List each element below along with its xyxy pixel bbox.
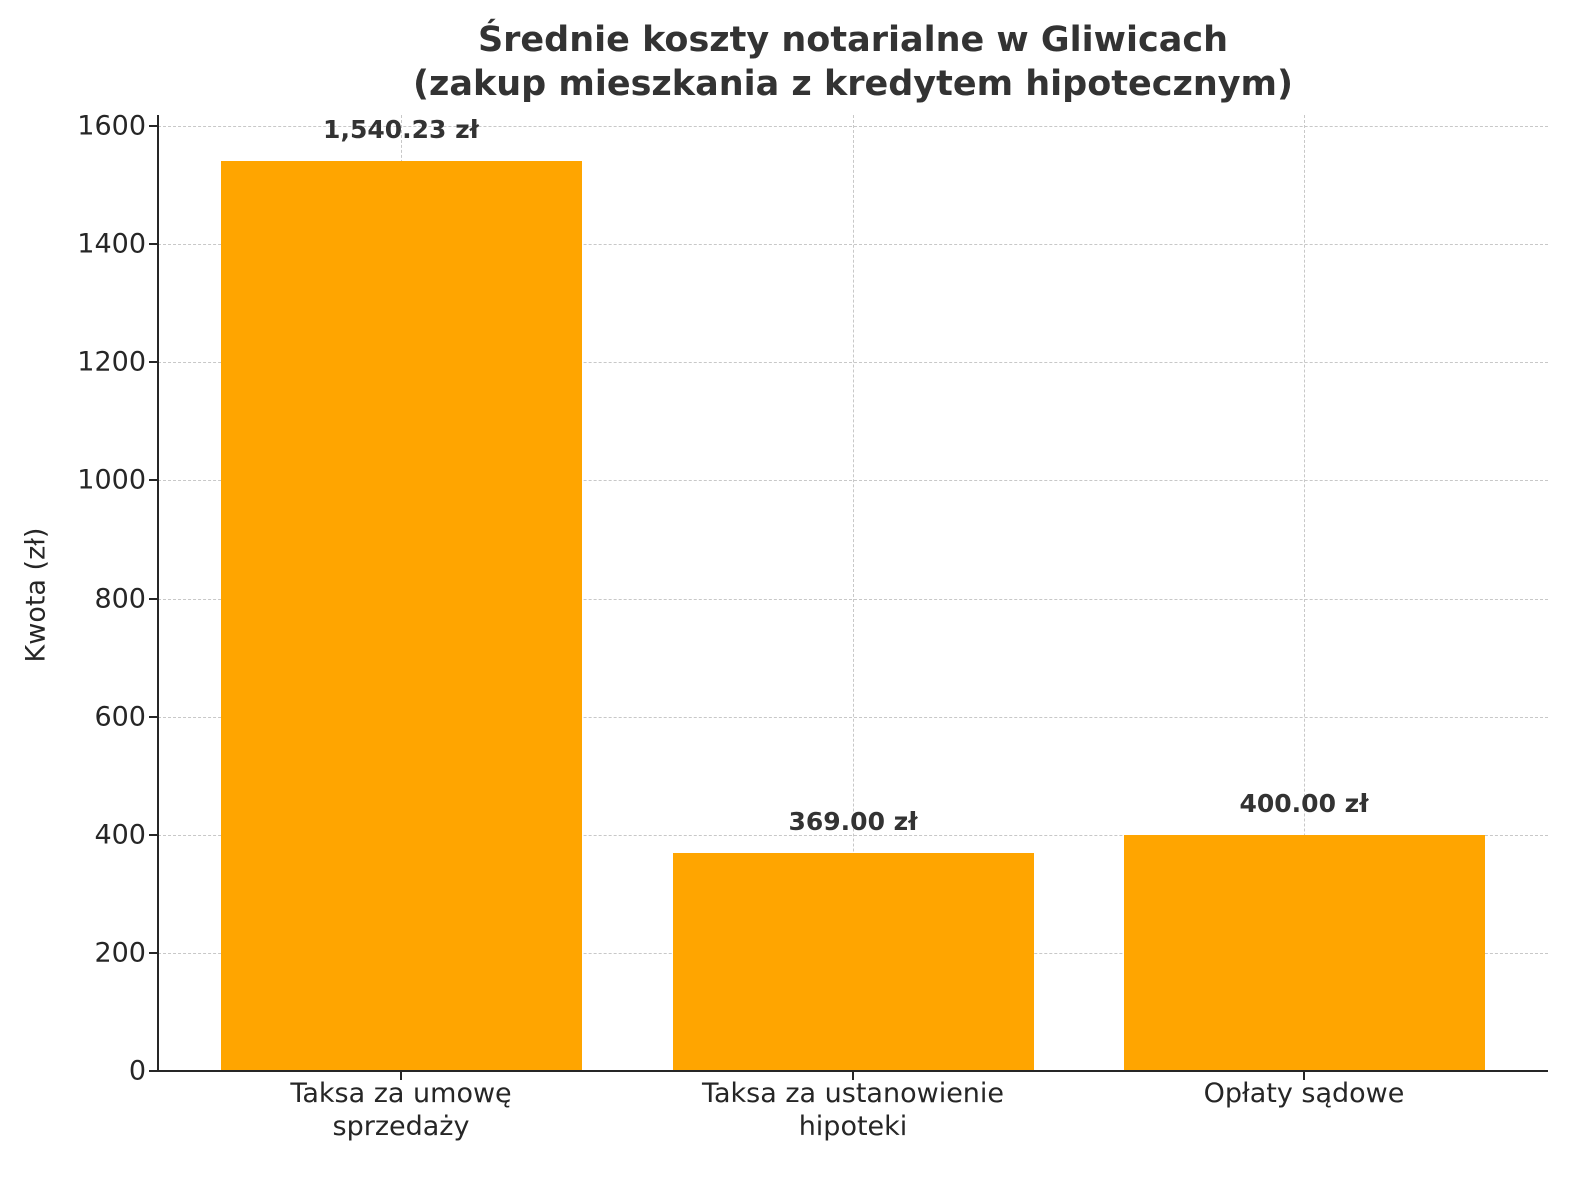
y-tick-label: 1000 <box>77 464 146 496</box>
x-tick-label: Taksa za umowę sprzedaży <box>290 1078 512 1142</box>
bar <box>220 161 582 1071</box>
gridline-vertical <box>853 115 854 1071</box>
x-tick-label: Taksa za ustanowienie hipoteki <box>701 1078 1005 1142</box>
y-tick-label: 1400 <box>77 228 146 260</box>
y-tick-label: 600 <box>94 701 146 733</box>
chart-title-line-1: Średnie koszty notarialne w Gliwicach <box>477 20 1229 60</box>
y-tick-mark <box>149 833 158 836</box>
x-tick-label: Opłaty sądowe <box>1203 1078 1405 1109</box>
chart-title-line-2: (zakup mieszkania z kredytem hipotecznym… <box>412 64 1294 104</box>
bar <box>1123 834 1485 1071</box>
bar-value-label: 1,540.23 zł <box>323 115 479 145</box>
x-tick-mark <box>400 1071 402 1080</box>
y-tick-label: 1600 <box>77 110 146 142</box>
gridline-vertical <box>1304 115 1305 1071</box>
x-tick-mark <box>1303 1071 1305 1080</box>
y-tick-mark <box>149 1070 158 1072</box>
y-tick-label: 0 <box>128 1055 146 1087</box>
y-tick-mark <box>149 479 158 482</box>
y-tick-mark <box>149 597 158 600</box>
y-tick-mark <box>149 243 158 246</box>
bar-value-label: 369.00 zł <box>788 807 918 837</box>
x-tick-mark <box>852 1071 854 1080</box>
bar-value-label: 400.00 zł <box>1239 788 1369 818</box>
y-axis-label: Kwota (zł) <box>20 527 52 663</box>
chart-title: Średnie koszty notarialne w Gliwicach (z… <box>158 18 1548 106</box>
y-tick-label: 1200 <box>77 346 146 378</box>
bar <box>672 853 1034 1071</box>
y-tick-label: 200 <box>94 937 146 969</box>
y-axis-line <box>157 115 159 1072</box>
y-tick-label: 800 <box>94 583 146 614</box>
y-tick-mark <box>149 715 158 718</box>
y-tick-mark <box>149 125 158 127</box>
plot-area: 1,540.23 zł 369.00 zł 400.00 zł <box>158 115 1548 1071</box>
y-tick-mark <box>149 951 158 954</box>
y-tick-label: 400 <box>94 819 146 851</box>
y-tick-mark <box>149 361 158 364</box>
